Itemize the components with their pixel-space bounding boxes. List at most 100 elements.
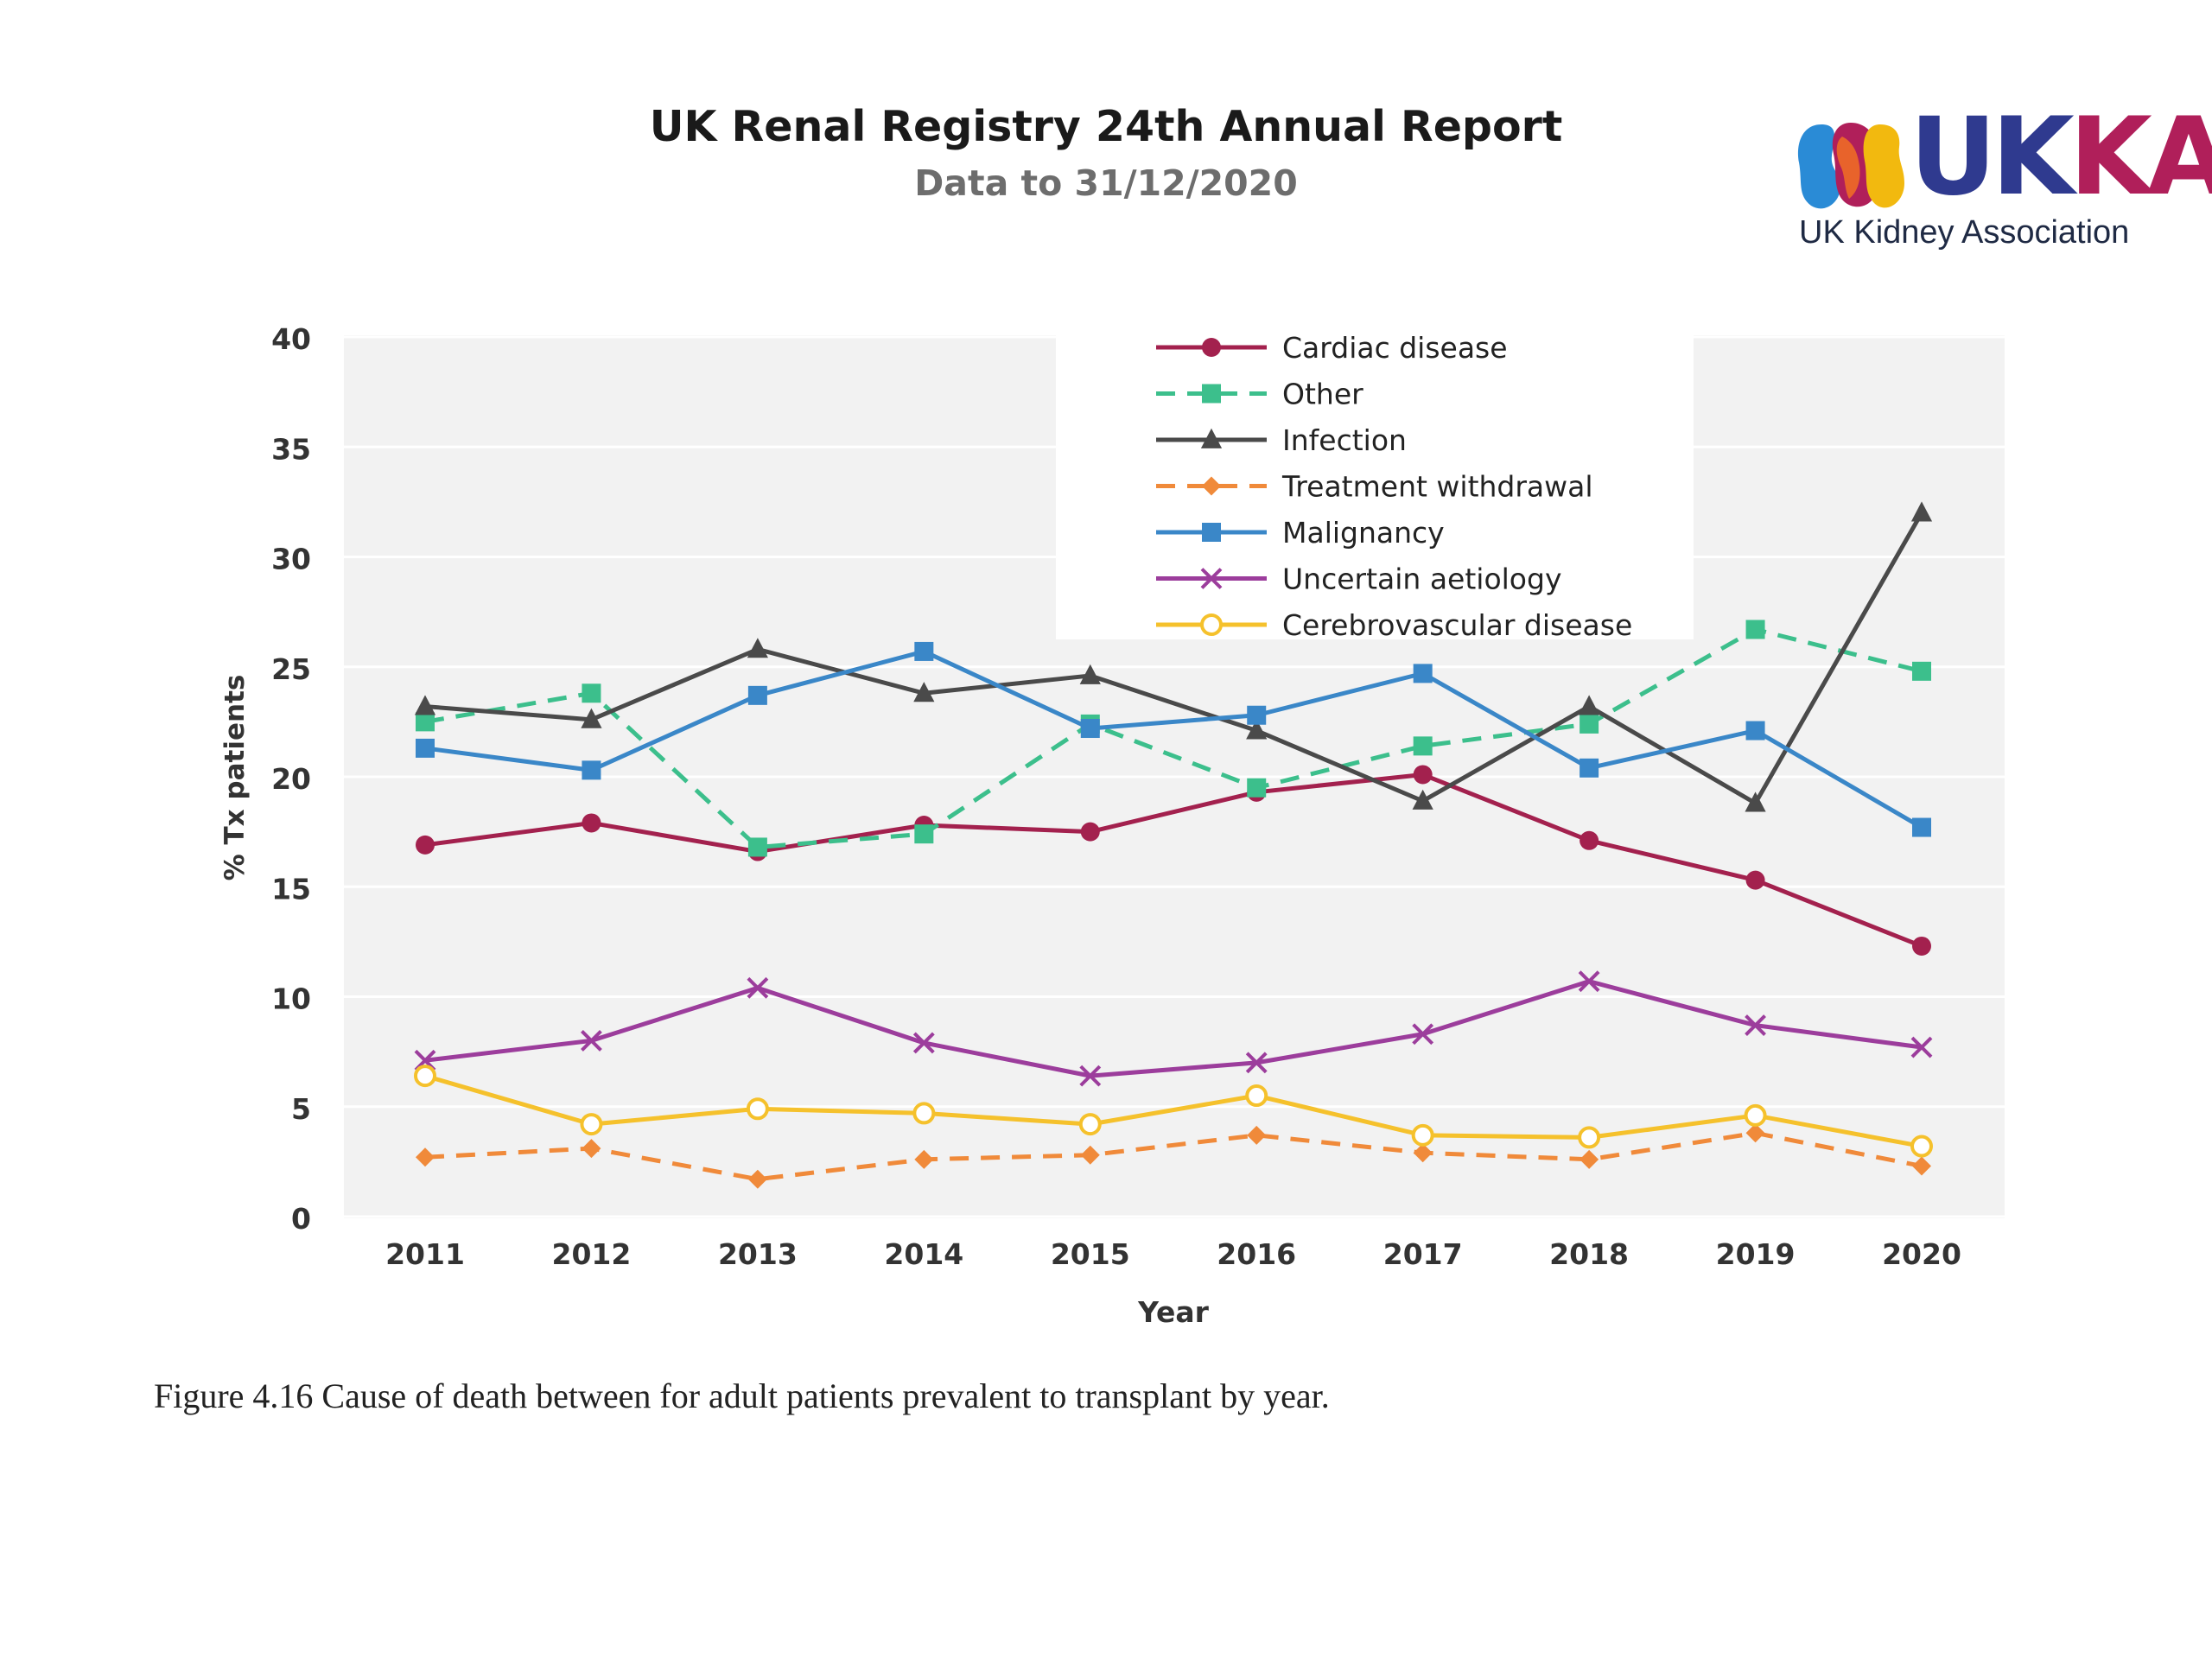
chart-container: 0 5 10 15 20 25 30 35 40 2011 2012 2013 2014 2015 2016… — [0, 285, 2212, 1374]
data-point-cardiac-disease — [1745, 870, 1765, 890]
legend-label: Treatment withdrawal — [1281, 470, 1593, 504]
data-point-cardiac-disease — [1413, 765, 1433, 785]
data-point-malignancy — [1912, 817, 1931, 837]
data-point-cardiac-disease — [1080, 822, 1100, 842]
data-point-uncertain-aetiology — [1079, 1065, 1102, 1087]
series-line-infection — [424, 512, 1924, 806]
data-point-cardiac-disease — [416, 835, 435, 855]
data-point-treatment-withdrawal — [1413, 1143, 1433, 1163]
legend-marker-malignancy — [1202, 523, 1221, 542]
y-tick-label: 30 — [271, 543, 311, 576]
data-point-treatment-withdrawal — [1912, 1156, 1931, 1176]
data-point-other — [1745, 620, 1765, 639]
legend-label: Cardiac disease — [1282, 331, 1508, 365]
data-point-infection — [1412, 789, 1433, 810]
series-line-uncertain-aetiology — [424, 979, 1923, 1078]
data-point-malignancy — [914, 641, 934, 661]
data-point-infection — [1579, 695, 1600, 715]
data-point-malignancy — [582, 760, 601, 780]
data-point-uncertain-aetiology — [1578, 970, 1600, 993]
data-point-cardiac-disease — [1912, 936, 1931, 956]
logo-tagline: UK Kidney Association — [1799, 214, 2130, 251]
x-tick-label: 2013 — [718, 1237, 798, 1271]
logo-wordmark-uk: UK — [1910, 95, 2075, 219]
y-tick-label: 15 — [271, 872, 311, 906]
data-point-uncertain-aetiology — [912, 1032, 935, 1054]
series-line-malignancy — [424, 649, 1923, 830]
data-point-uncertain-aetiology — [1910, 1036, 1933, 1058]
data-point-infection — [414, 695, 436, 715]
data-point-infection — [1910, 501, 1933, 522]
legend-marker-treatment-withdrawal — [1202, 476, 1221, 496]
series-line-other — [424, 626, 1923, 849]
data-point-treatment-withdrawal — [1080, 1145, 1100, 1165]
data-point-other — [914, 824, 934, 844]
kidney-logo-icon — [1798, 123, 1904, 209]
data-point-cerebrovascular-disease — [414, 1065, 436, 1088]
x-tick-label: 2019 — [1716, 1237, 1796, 1271]
data-point-cerebrovascular-disease — [580, 1113, 603, 1136]
data-point-cerebrovascular-disease — [1578, 1126, 1601, 1149]
legend-marker-cardiac-disease — [1202, 338, 1221, 357]
legend-label: Malignancy — [1282, 516, 1445, 550]
data-point-other — [1580, 714, 1599, 734]
data-point-treatment-withdrawal — [747, 1169, 767, 1189]
legend-label: Infection — [1282, 423, 1407, 457]
report-header: UK Renal Registry 24th Annual Report Dat… — [0, 0, 2212, 259]
series-line-treatment-withdrawal — [424, 1130, 1923, 1182]
data-point-treatment-withdrawal — [1247, 1125, 1267, 1145]
x-tick-label: 2012 — [552, 1237, 632, 1271]
x-tick-label: 2016 — [1217, 1237, 1296, 1271]
data-point-infection — [1745, 791, 1766, 812]
data-point-infection — [1246, 719, 1268, 740]
legend-label: Uncertain aetiology — [1282, 563, 1561, 596]
x-tick-label: 2020 — [1882, 1237, 1961, 1271]
data-point-malignancy — [1413, 664, 1433, 683]
data-point-uncertain-aetiology — [747, 976, 769, 999]
x-tick-label: 2011 — [385, 1237, 465, 1271]
x-tick-label: 2018 — [1549, 1237, 1629, 1271]
data-point-other — [416, 712, 435, 732]
data-point-cerebrovascular-disease — [1910, 1135, 1933, 1158]
data-point-uncertain-aetiology — [1745, 1014, 1766, 1036]
data-point-uncertain-aetiology — [1245, 1052, 1268, 1074]
data-point-uncertain-aetiology — [1412, 1023, 1434, 1046]
ukka-logo: UKKA UK Kidney Association — [1796, 104, 2212, 259]
data-point-cardiac-disease — [1580, 830, 1599, 850]
legend-label: Cerebrovascular disease — [1282, 608, 1632, 642]
data-point-treatment-withdrawal — [416, 1147, 435, 1167]
data-point-cerebrovascular-disease — [746, 1097, 769, 1121]
data-point-treatment-withdrawal — [914, 1149, 934, 1169]
x-tick-label: 2017 — [1383, 1237, 1463, 1271]
data-point-other — [1247, 778, 1267, 798]
data-point-infection — [913, 682, 935, 702]
figure-caption: Figure 4.16 Cause of death between for a… — [154, 1376, 1330, 1415]
data-point-other — [582, 683, 601, 703]
y-tick-label: 40 — [271, 322, 311, 356]
y-tick-label: 20 — [271, 762, 311, 796]
data-point-uncertain-aetiology — [581, 1029, 602, 1052]
data-point-cerebrovascular-disease — [912, 1102, 936, 1125]
x-axis-title: Year — [1137, 1295, 1210, 1329]
data-point-cerebrovascular-disease — [1245, 1084, 1268, 1108]
data-point-cerebrovascular-disease — [1078, 1113, 1102, 1136]
line-chart: 0 5 10 15 20 25 30 35 40 2011 2012 2013 2014 2015 2016… — [219, 322, 2005, 1329]
report-title: UK Renal Registry 24th Annual Report — [649, 102, 1563, 151]
x-tick-label: 2015 — [1051, 1237, 1130, 1271]
y-tick-label: 25 — [271, 652, 311, 686]
data-point-other — [1413, 736, 1433, 756]
y-tick-label: 35 — [271, 432, 311, 466]
y-tick-label: 5 — [291, 1092, 311, 1126]
data-point-infection — [747, 638, 768, 658]
data-point-cardiac-disease — [582, 813, 601, 833]
data-point-malignancy — [1745, 721, 1765, 741]
data-point-other — [1912, 661, 1931, 681]
data-point-malignancy — [747, 685, 767, 705]
data-point-other — [747, 837, 767, 857]
legend-marker-infection — [1200, 428, 1223, 448]
legend-marker-cerebrovascular-disease — [1200, 613, 1223, 636]
logo-wordmark: UKKA — [1910, 104, 2212, 211]
data-point-malignancy — [416, 738, 435, 758]
report-subtitle: Data to 31/12/2020 — [914, 162, 1298, 204]
logo-wordmark-ka: KA — [2069, 95, 2212, 219]
